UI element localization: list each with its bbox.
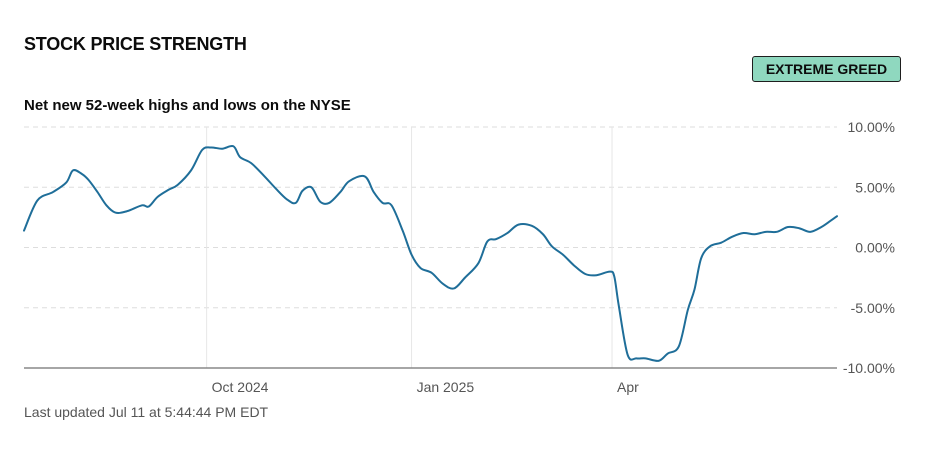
chart-subtitle: Net new 52-week highs and lows on the NY… [24,97,351,114]
chart-title: STOCK PRICE STRENGTH [24,34,247,54]
x-tick-label: Oct 2024 [212,379,269,395]
tick-label-layer: 10.00% 5.00% 0.00% -5.00% -10.00% Oct 2024 Jan… [212,119,895,395]
y-tick-label: -10.00% [843,360,895,376]
y-tick-label: 10.00% [848,119,895,135]
series-layer [23,144,838,362]
y-tick-label: -5.00% [851,300,895,316]
series-line [23,144,838,362]
y-tick-label: 5.00% [855,179,895,195]
last-updated-text: Last updated Jul 11 at 5:44:44 PM EDT [24,404,269,420]
grid-layer [24,126,837,368]
sentiment-badge: EXTREME GREED [752,56,901,82]
x-tick-label: Apr [617,379,639,395]
y-tick-label: 0.00% [855,240,895,256]
x-tick-label: Jan 2025 [417,379,475,395]
